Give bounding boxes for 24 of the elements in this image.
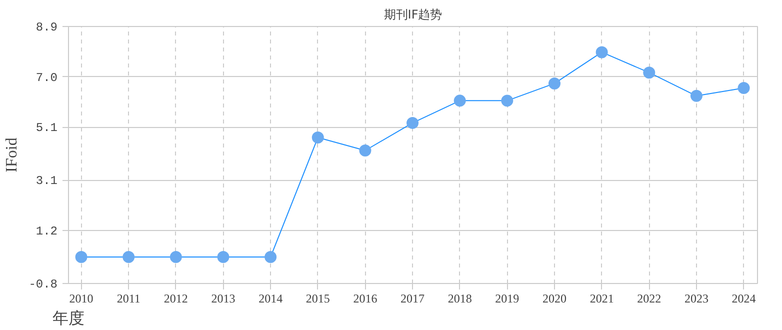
x-tick-label: 2016 (353, 292, 378, 306)
chart-title: 期刊IF趋势 (384, 8, 442, 22)
x-tick-label: 2019 (495, 292, 520, 306)
x-tick-label: 2023 (684, 292, 708, 306)
y-tick-label: -0.8 (28, 278, 58, 292)
x-tick-label: 2015 (306, 292, 330, 306)
x-tick-label: 2017 (400, 292, 425, 306)
y-tick-label: 5.1 (36, 121, 58, 136)
x-tick-label: 2024 (732, 292, 756, 306)
x-tick-label: 2018 (448, 292, 472, 306)
x-tick-label: 2022 (637, 292, 662, 306)
y-tick-label: 8.9 (36, 20, 58, 34)
x-axis-title: 年度 (52, 310, 84, 328)
x-tick-label: 2013 (211, 292, 236, 306)
y-tick-label: 7.0 (36, 70, 58, 85)
y-tick-label: 3.1 (36, 174, 58, 188)
x-tick-label: 2010 (69, 292, 94, 306)
x-tick-label: 2014 (258, 292, 283, 306)
x-tick-label: 2021 (590, 292, 614, 306)
x-tick-label: 2020 (542, 292, 566, 306)
x-tick-label: 2011 (116, 292, 140, 306)
y-tick-label: 1.2 (36, 224, 58, 239)
x-tick-label: 2012 (164, 292, 188, 306)
y-axis-title: IFoid (4, 138, 21, 172)
